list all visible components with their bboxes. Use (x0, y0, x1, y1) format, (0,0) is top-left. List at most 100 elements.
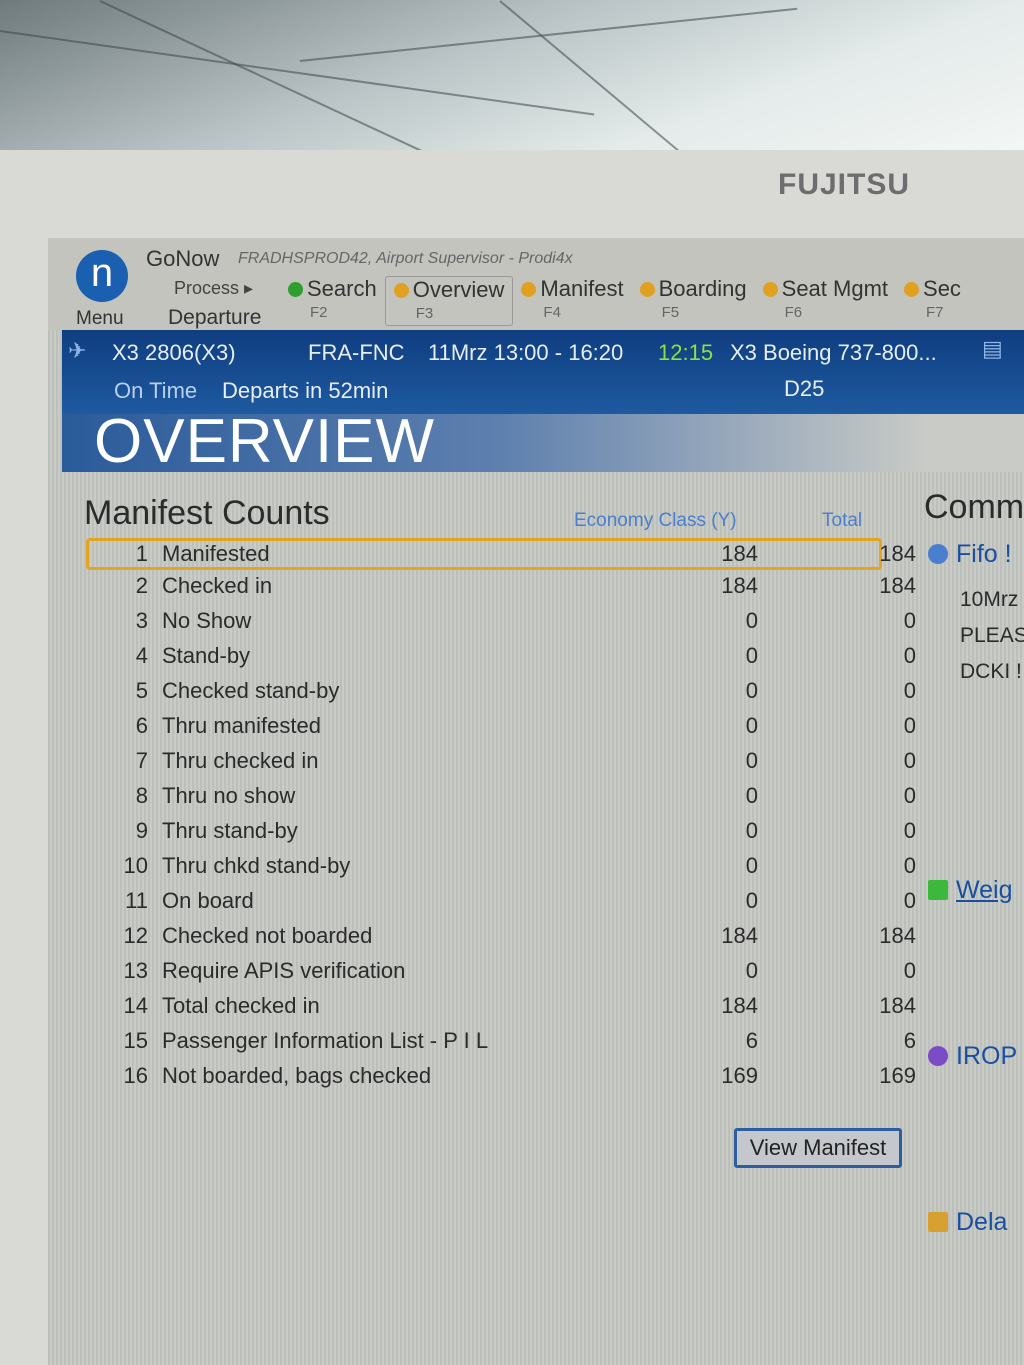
context-label: Departure (168, 306, 262, 329)
total-count: 0 (903, 818, 916, 843)
table-row[interactable]: 13 Require APIS verification 0 0 (118, 958, 916, 990)
row-number: 9 (135, 818, 148, 843)
irop-label: IROP (956, 1042, 1018, 1070)
row-label: Manifested (162, 541, 270, 566)
view-manifest-button[interactable]: View Manifest (734, 1128, 902, 1168)
table-row[interactable]: 10 Thru chkd stand-by 0 0 (118, 853, 916, 885)
row-number: 16 (123, 1063, 148, 1088)
gate: D25 (784, 376, 825, 401)
row-number: 12 (123, 923, 148, 948)
alert-icon (928, 1046, 948, 1066)
flight-status: On Time (114, 378, 198, 403)
row-number: 6 (135, 713, 148, 738)
app-name: GoNow (146, 246, 220, 271)
total-count: 6 (903, 1028, 916, 1053)
economy-count: 0 (745, 853, 758, 878)
message-icon (928, 544, 948, 564)
tab-seat-mgmt[interactable]: Seat Mgmt F6 (755, 276, 896, 326)
delay-link[interactable]: Dela (928, 1208, 1007, 1237)
process-menu[interactable]: Process ▸ (174, 278, 254, 298)
total-count: 0 (903, 678, 916, 703)
economy-count: 0 (745, 608, 758, 633)
tab-boarding[interactable]: Boarding F5 (632, 276, 755, 326)
row-number: 10 (123, 853, 148, 878)
table-row[interactable]: 5 Checked stand-by 0 0 (118, 678, 916, 710)
tab-label: Boarding (658, 276, 747, 301)
total-count: 184 (879, 923, 916, 948)
departs-in: Departs in 52min (222, 378, 389, 403)
total-count: 0 (903, 713, 916, 738)
row-label: Checked not boarded (162, 923, 373, 948)
economy-count: 0 (745, 748, 758, 773)
economy-count: 0 (745, 678, 758, 703)
tab-label: Manifest (540, 276, 624, 301)
tab-manifest[interactable]: Manifest F4 (513, 276, 631, 326)
menu-button[interactable]: Menu (76, 308, 124, 329)
total-count: 0 (903, 783, 916, 808)
economy-count: 184 (721, 573, 758, 598)
irop-link[interactable]: IROP (928, 1042, 1017, 1071)
status-dot-icon (288, 282, 303, 297)
tab-bar: Search F2 Overview F3 Manifest F4 Boarding F… (280, 276, 969, 326)
comment-icon[interactable]: ▤ (982, 336, 1003, 361)
economy-count: 184 (721, 541, 758, 566)
table-row[interactable]: 8 Thru no show 0 0 (118, 783, 916, 815)
total-count: 184 (879, 573, 916, 598)
table-row[interactable]: 14 Total checked in 184 184 (118, 993, 916, 1025)
row-number: 7 (135, 748, 148, 773)
current-time: 12:15 (658, 340, 714, 365)
comments-title: Comm (924, 488, 1024, 526)
tab-security[interactable]: Sec F7 (896, 276, 969, 326)
row-number: 5 (135, 678, 148, 703)
col-economy-header: Economy Class (Y) (574, 510, 737, 531)
economy-count: 0 (745, 713, 758, 738)
tab-label: Sec (923, 276, 961, 301)
row-number: 4 (135, 643, 148, 668)
total-count: 184 (879, 993, 916, 1018)
row-label: On board (162, 888, 254, 913)
tab-overview[interactable]: Overview F3 (384, 276, 514, 326)
table-row[interactable]: 12 Checked not boarded 184 184 (118, 923, 916, 955)
tab-search[interactable]: Search F2 (280, 276, 385, 326)
table-row[interactable]: 6 Thru manifested 0 0 (118, 713, 916, 745)
table-row[interactable]: 1 Manifested 184 184 (86, 538, 916, 570)
economy-count: 184 (721, 993, 758, 1018)
page-title: OVERVIEW (94, 407, 436, 476)
total-count: 0 (903, 608, 916, 633)
table-row[interactable]: 4 Stand-by 0 0 (118, 643, 916, 675)
table-row[interactable]: 7 Thru checked in 0 0 (118, 748, 916, 780)
row-number: 14 (123, 993, 148, 1018)
row-number: 15 (123, 1028, 148, 1053)
row-label: Thru checked in (162, 748, 319, 773)
row-label: Stand-by (162, 643, 251, 668)
status-dot-icon (762, 282, 778, 297)
row-label: Thru no show (162, 783, 296, 808)
row-number: 3 (135, 608, 148, 633)
row-number: 2 (135, 573, 148, 598)
weight-link[interactable]: Weig (928, 876, 1013, 905)
weight-icon (928, 880, 948, 900)
table-row[interactable]: 15 Passenger Information List - P I L 6 6 (118, 1028, 916, 1060)
row-label: Total checked in (162, 993, 320, 1018)
table-row[interactable]: 2 Checked in 184 184 (118, 573, 916, 605)
row-label: Checked stand-by (162, 678, 340, 703)
row-label: Thru chkd stand-by (162, 853, 351, 878)
menu-logo-icon[interactable]: n (76, 250, 128, 302)
total-count: 0 (903, 958, 916, 983)
status-dot-icon (393, 283, 409, 298)
row-number: 1 (135, 541, 148, 566)
table-row[interactable]: 9 Thru stand-by 0 0 (118, 818, 916, 850)
row-label: No Show (162, 608, 252, 633)
table-row[interactable]: 16 Not boarded, bags checked 169 169 (118, 1063, 916, 1095)
total-count: 184 (879, 541, 916, 566)
table-row[interactable]: 3 No Show 0 0 (118, 608, 916, 640)
comment-line: PLEAS (960, 624, 1024, 647)
fifo-link[interactable]: Fifo ! (928, 540, 1012, 569)
status-dot-icon (904, 282, 920, 297)
economy-count: 184 (721, 923, 758, 948)
row-label: Not boarded, bags checked (162, 1063, 432, 1088)
row-label: Require APIS verification (162, 958, 406, 983)
table-row[interactable]: 11 On board 0 0 (118, 888, 916, 920)
economy-count: 0 (745, 888, 758, 913)
monitor-brand-logo: FUJITSU (778, 168, 911, 201)
